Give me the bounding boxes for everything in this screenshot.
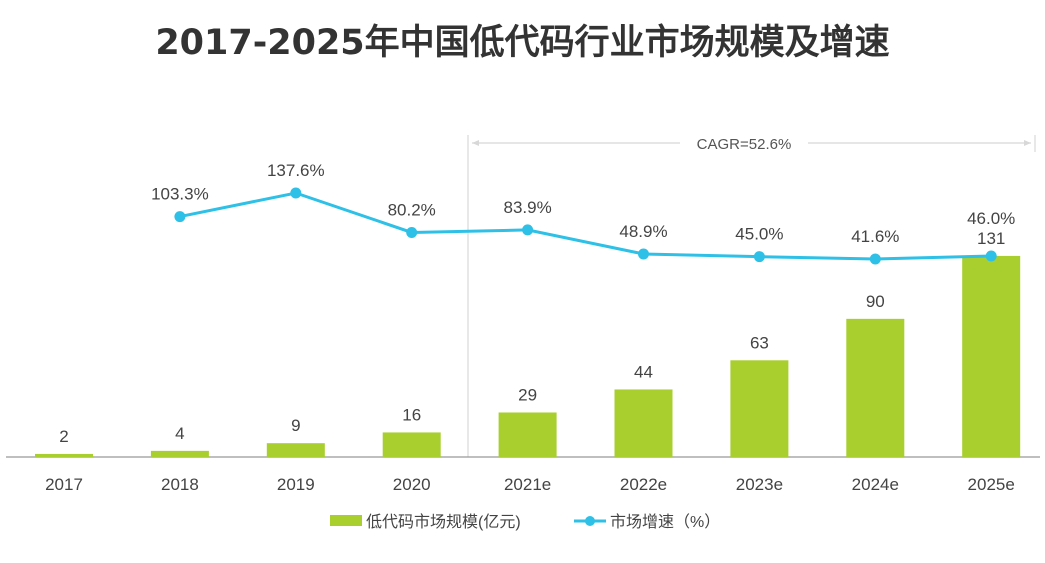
growth-point-2022e xyxy=(638,248,649,260)
growth-label-2019: 137.6% xyxy=(267,161,325,180)
bar-2022e xyxy=(614,389,673,457)
bar-label-2025e: 131 xyxy=(977,229,1005,248)
growth-label-2025e: 46.0% xyxy=(967,209,1015,228)
x-tick-2017: 2017 xyxy=(45,475,83,494)
x-tick-2020: 2020 xyxy=(393,475,431,494)
legend-line-label: 市场增速（%） xyxy=(610,513,720,531)
bar-label-2021e: 29 xyxy=(518,385,537,404)
bar-label-2020: 16 xyxy=(402,405,421,424)
growth-label-2020: 80.2% xyxy=(388,200,436,219)
x-tick-2022e: 2022e xyxy=(620,475,667,494)
bar-label-2024e: 90 xyxy=(866,292,885,311)
bar-2017 xyxy=(35,453,93,457)
growth-point-2019 xyxy=(290,187,302,199)
bar-label-2022e: 44 xyxy=(634,362,653,381)
x-tick-2023e: 2023e xyxy=(736,475,783,494)
x-tick-2019: 2019 xyxy=(277,475,315,494)
bar-2019 xyxy=(266,443,325,457)
bar-label-2017: 2 xyxy=(59,427,68,446)
arrowhead-left-icon xyxy=(472,140,479,146)
growth-label-2022e: 48.9% xyxy=(619,222,667,241)
bar-2018 xyxy=(150,450,209,457)
bar-2021e xyxy=(498,412,557,457)
growth-label-2023e: 45.0% xyxy=(735,225,783,244)
x-tick-2024e: 2024e xyxy=(852,475,899,494)
growth-label-2018: 103.3% xyxy=(151,185,209,204)
bar-2025e xyxy=(962,255,1021,457)
growth-line xyxy=(179,191,992,261)
growth-point-2018 xyxy=(174,211,186,223)
legend-line-marker xyxy=(585,516,595,526)
growth-point-2024e xyxy=(869,253,881,265)
bar-2020 xyxy=(382,432,441,457)
growth-point-2021e xyxy=(522,224,534,236)
legend-bar-label: 低代码市场规模(亿元) xyxy=(366,513,521,531)
growth-label-2021e: 83.9% xyxy=(503,198,551,217)
growth-label-2024e: 41.6% xyxy=(851,227,899,246)
bar-label-2023e: 63 xyxy=(750,333,769,352)
growth-point-2020 xyxy=(406,226,418,238)
growth-point-2025e xyxy=(985,250,997,262)
growth-point-2023e xyxy=(753,251,765,263)
legend-bar-swatch xyxy=(330,515,362,526)
arrowhead-right-icon xyxy=(1024,140,1031,146)
bar-label-2018: 4 xyxy=(175,424,184,443)
bar-label-2019: 9 xyxy=(291,416,300,435)
cagr-label: CAGR=52.6% xyxy=(697,136,792,153)
chart-title: 2017-2025年中国低代码行业市场规模及增速 xyxy=(155,23,890,63)
x-tick-2025e: 2025e xyxy=(968,475,1015,494)
bar-2023e xyxy=(730,360,789,457)
bar-2024e xyxy=(846,318,905,457)
x-tick-2018: 2018 xyxy=(161,475,199,494)
x-tick-2021e: 2021e xyxy=(504,475,551,494)
